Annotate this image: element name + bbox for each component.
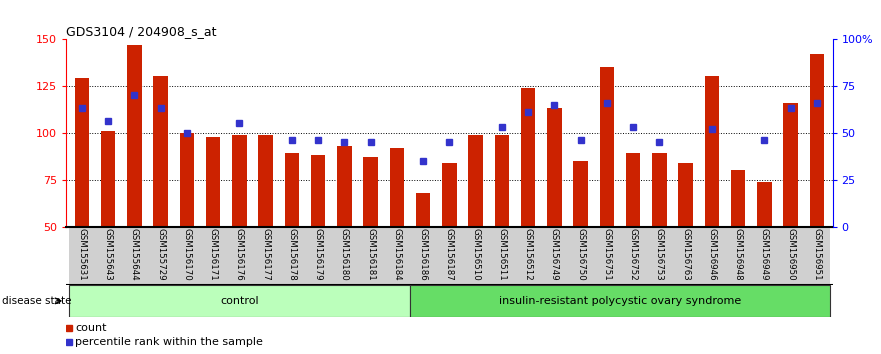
Bar [777, 227, 803, 285]
Bar [489, 227, 515, 285]
Bar [258, 135, 273, 227]
Text: disease state: disease state [2, 296, 71, 306]
Text: GSM156170: GSM156170 [182, 228, 191, 280]
Text: insulin-resistant polycystic ovary syndrome: insulin-resistant polycystic ovary syndr… [499, 296, 741, 306]
Bar [305, 227, 331, 285]
Text: GSM156752: GSM156752 [628, 228, 638, 280]
Text: GSM156749: GSM156749 [550, 228, 559, 280]
Bar [206, 137, 220, 227]
Bar [725, 227, 751, 285]
Bar [469, 135, 483, 227]
Bar [358, 227, 384, 285]
Bar [699, 227, 725, 285]
Text: GSM156178: GSM156178 [287, 228, 296, 280]
Bar [521, 88, 536, 227]
Text: GSM156946: GSM156946 [707, 228, 716, 280]
Bar [410, 285, 830, 317]
Text: GSM156510: GSM156510 [471, 228, 480, 280]
Bar [442, 163, 456, 227]
Bar [594, 227, 620, 285]
Bar [147, 227, 174, 285]
Bar [232, 135, 247, 227]
Bar [515, 227, 541, 285]
Bar [757, 182, 772, 227]
Text: GSM156512: GSM156512 [523, 228, 532, 280]
Bar [646, 227, 672, 285]
Bar [494, 135, 509, 227]
Text: GSM155644: GSM155644 [130, 228, 139, 280]
Text: GSM156181: GSM156181 [366, 228, 375, 280]
Text: GSM156180: GSM156180 [340, 228, 349, 280]
Bar [672, 227, 699, 285]
Text: GSM156187: GSM156187 [445, 228, 454, 280]
Bar [200, 227, 226, 285]
Text: count: count [75, 323, 107, 333]
Text: GSM156177: GSM156177 [261, 228, 270, 280]
Bar [69, 227, 95, 285]
Bar [810, 54, 824, 227]
Bar [278, 227, 305, 285]
Bar [620, 227, 646, 285]
Text: GSM155729: GSM155729 [156, 228, 165, 280]
Text: GSM156951: GSM156951 [812, 228, 821, 280]
Bar [122, 227, 147, 285]
Text: control: control [220, 296, 259, 306]
Text: GSM156184: GSM156184 [392, 228, 402, 280]
Text: GSM156176: GSM156176 [235, 228, 244, 280]
Bar [436, 227, 463, 285]
Bar [751, 227, 777, 285]
Bar [337, 146, 352, 227]
Bar [331, 227, 358, 285]
Text: GSM156751: GSM156751 [603, 228, 611, 280]
Bar [416, 193, 430, 227]
Bar [363, 157, 378, 227]
Bar [127, 45, 142, 227]
Bar [100, 131, 115, 227]
Bar [731, 170, 745, 227]
Bar [253, 227, 278, 285]
Bar [626, 153, 640, 227]
Text: GSM156763: GSM156763 [681, 228, 690, 280]
Bar [600, 67, 614, 227]
Bar [285, 153, 299, 227]
Text: GSM156948: GSM156948 [734, 228, 743, 280]
Text: GSM156750: GSM156750 [576, 228, 585, 280]
Text: GSM156949: GSM156949 [759, 228, 769, 280]
Text: GSM156171: GSM156171 [209, 228, 218, 280]
Bar [95, 227, 122, 285]
Text: percentile rank within the sample: percentile rank within the sample [75, 337, 263, 348]
Bar [652, 153, 667, 227]
Bar [174, 227, 200, 285]
Bar [705, 76, 719, 227]
Bar [410, 227, 436, 285]
Bar [574, 161, 588, 227]
Text: GSM156511: GSM156511 [497, 228, 507, 280]
Bar [547, 108, 561, 227]
Bar [783, 103, 798, 227]
Text: GDS3104 / 204908_s_at: GDS3104 / 204908_s_at [66, 25, 217, 38]
Bar [75, 78, 89, 227]
Text: GSM155643: GSM155643 [104, 228, 113, 280]
Text: GSM156950: GSM156950 [786, 228, 795, 280]
Bar [180, 133, 194, 227]
Bar [226, 227, 253, 285]
Bar [678, 163, 692, 227]
Bar [69, 285, 410, 317]
Text: GSM155631: GSM155631 [78, 228, 86, 280]
Text: GSM156753: GSM156753 [655, 228, 663, 280]
Bar [389, 148, 404, 227]
Bar [311, 155, 325, 227]
Text: GSM156186: GSM156186 [418, 228, 427, 280]
Bar [567, 227, 594, 285]
Bar [463, 227, 489, 285]
Bar [153, 76, 167, 227]
Text: GSM156179: GSM156179 [314, 228, 322, 280]
Bar [384, 227, 410, 285]
Bar [541, 227, 567, 285]
Bar [803, 227, 830, 285]
